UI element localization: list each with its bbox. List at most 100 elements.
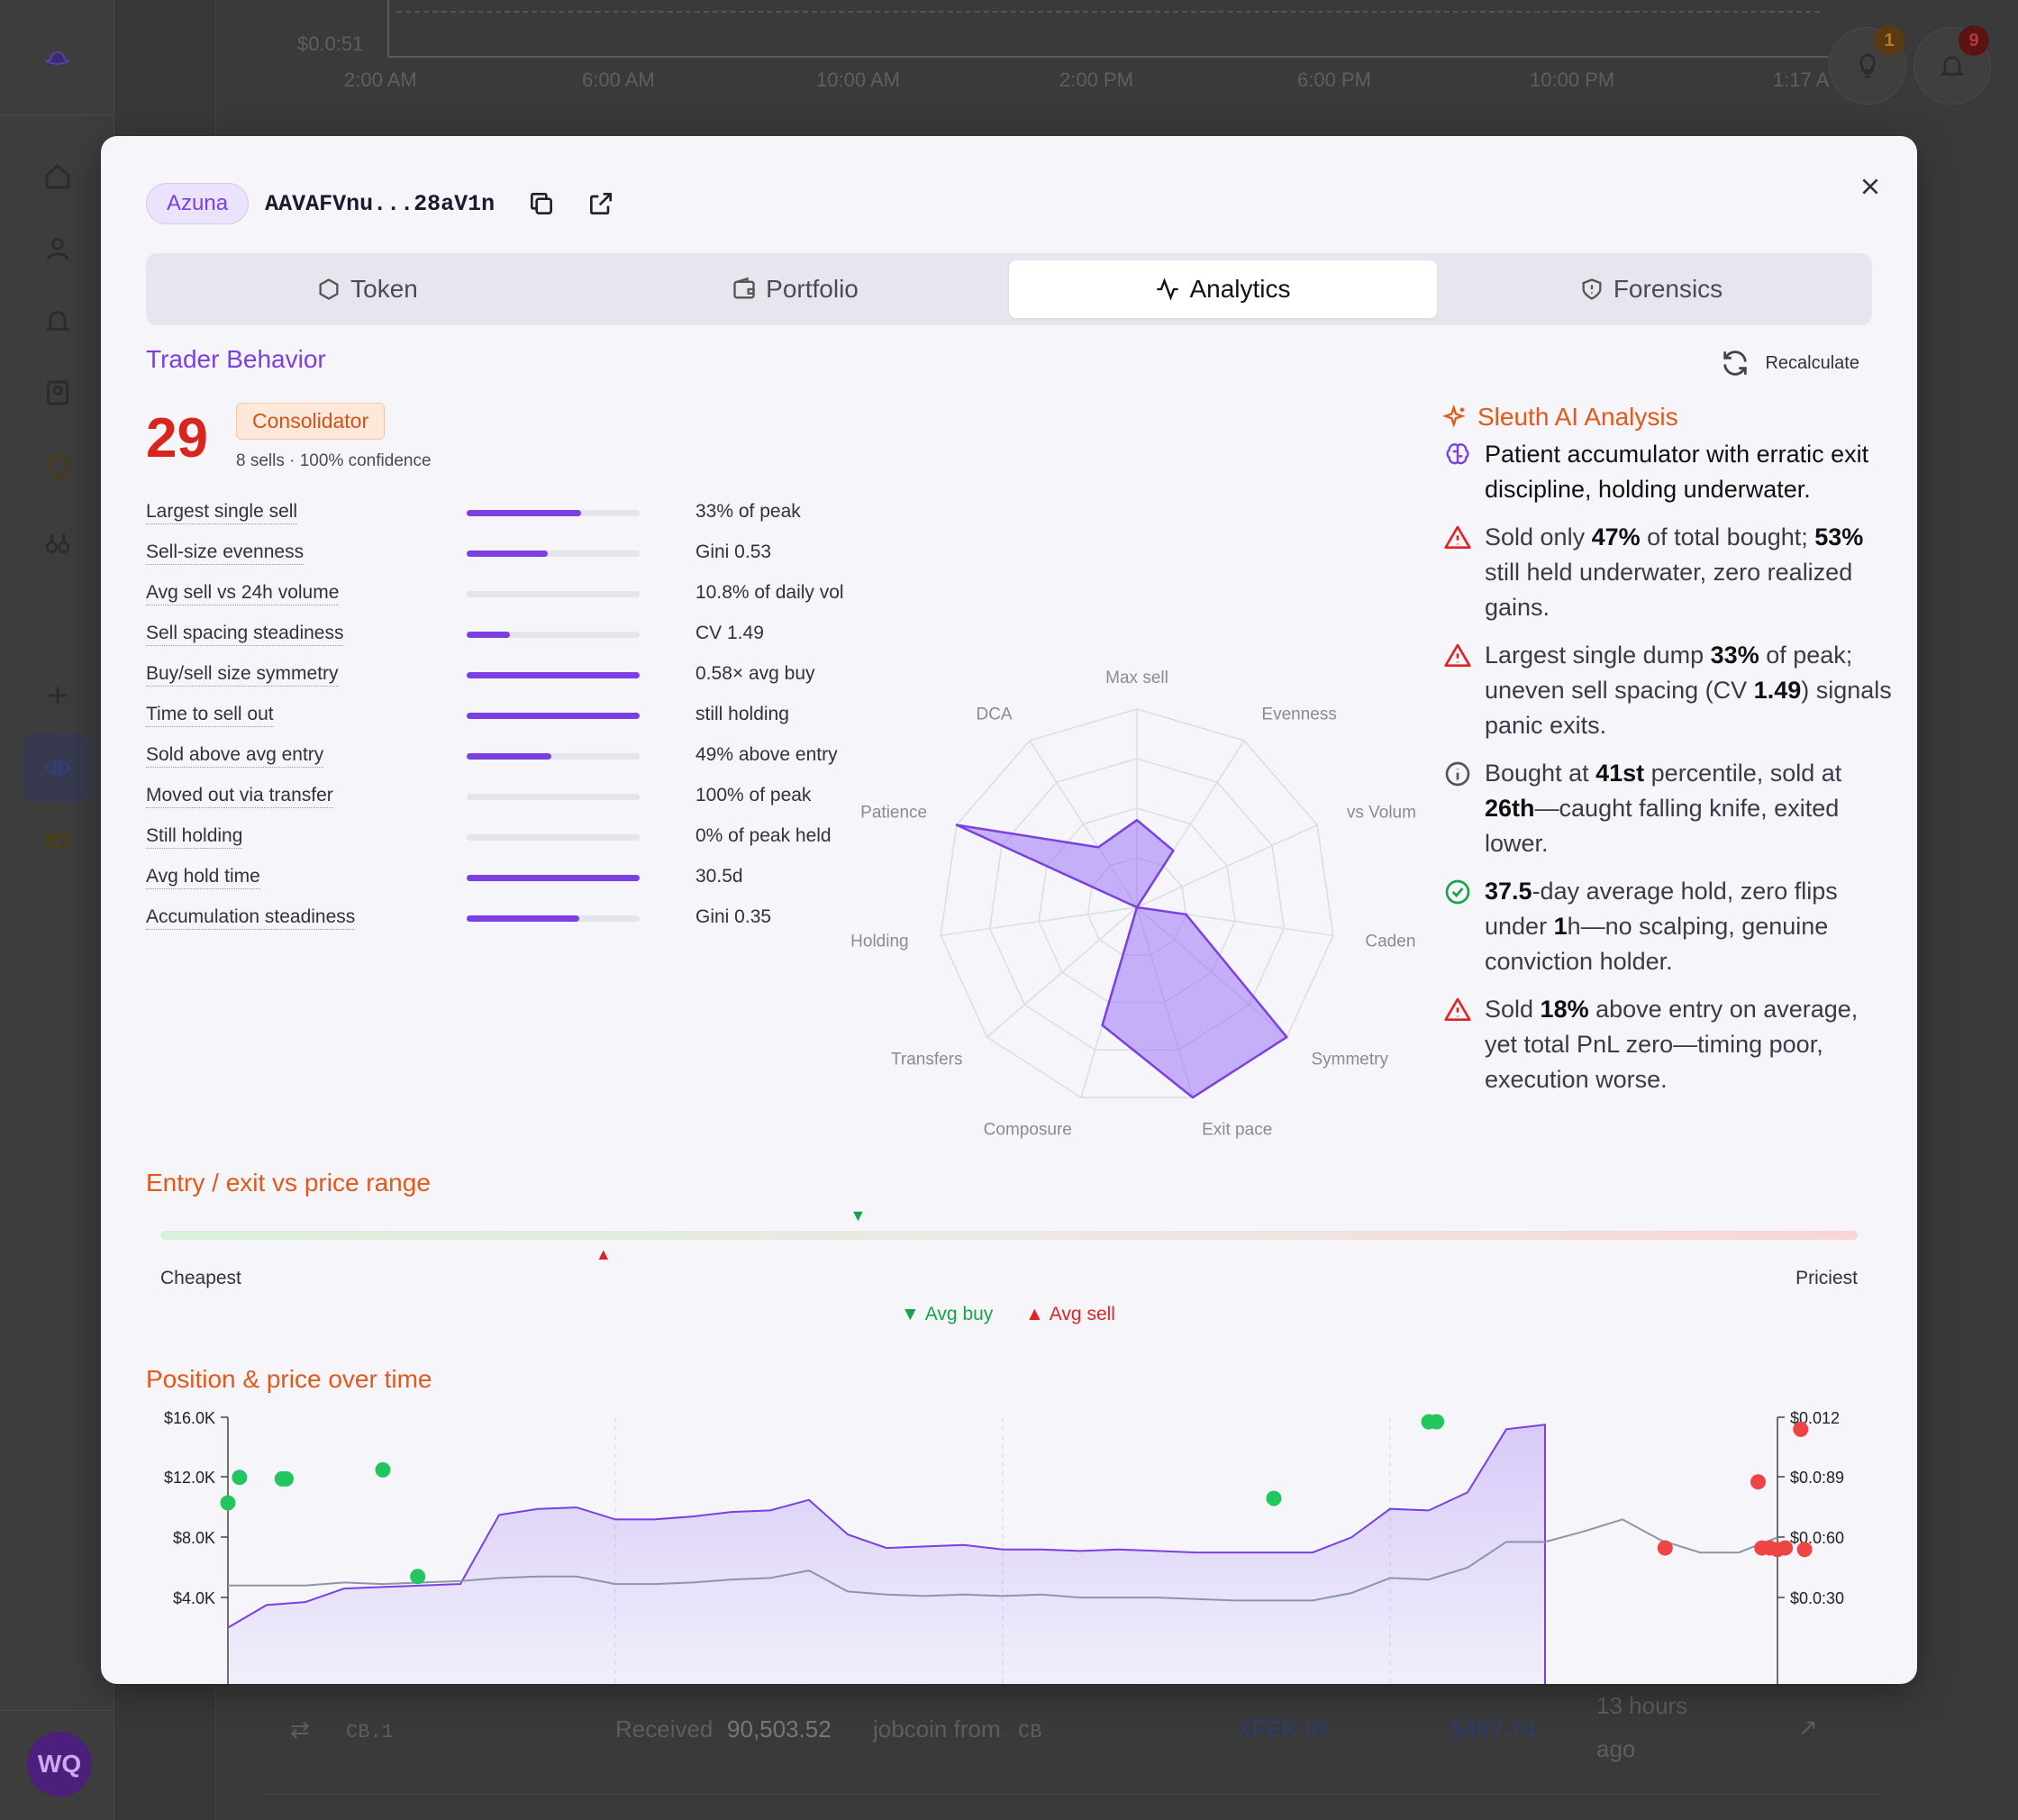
tab-analytics[interactable]: Analytics xyxy=(1009,260,1437,318)
buy-trade-dot[interactable] xyxy=(375,1461,391,1478)
buy-trade-dot[interactable] xyxy=(410,1569,426,1585)
radar-series-area xyxy=(955,818,1288,1099)
y-right-tick-label: $0.0:30 xyxy=(1790,1589,1844,1607)
buy-trade-dot[interactable] xyxy=(1429,1414,1445,1430)
metric-label[interactable]: Avg hold time xyxy=(146,865,260,889)
recalculate-button[interactable]: Recalculate xyxy=(1720,348,1859,378)
position-price-chart: $16.0K$12.0K$8.0K$4.0K$0.012$0.0:89$0.0:… xyxy=(164,1409,1844,1684)
radar-axis-label: DCA xyxy=(976,705,1012,724)
binoculars-icon[interactable] xyxy=(40,524,76,560)
bell-icon[interactable] xyxy=(40,303,76,339)
metric-bar-fill xyxy=(467,632,510,638)
row-symbol: CB.1 xyxy=(346,1721,394,1743)
close-icon xyxy=(1862,178,1878,195)
external-link-icon[interactable] xyxy=(583,186,619,222)
radar-axis-label: Holding xyxy=(850,932,908,951)
metric-value: still holding xyxy=(695,704,789,724)
sell-trade-dot[interactable] xyxy=(1777,1540,1794,1556)
position-area xyxy=(228,1424,1545,1684)
radar-spoke xyxy=(1029,740,1138,908)
y-left-tick-label: $4.0K xyxy=(173,1589,215,1607)
metric-label[interactable]: Buy/sell size symmetry xyxy=(146,662,339,687)
legend-label: Avg buy xyxy=(924,1304,994,1324)
tab-forensics[interactable]: Forensics xyxy=(1437,260,1865,318)
radar-grid-ring xyxy=(940,708,1334,1098)
metric-bar xyxy=(467,713,640,719)
hat-logo-icon[interactable] xyxy=(40,40,76,76)
y-left-tick-label: $8.0K xyxy=(173,1529,215,1547)
ai-insight: Sold 18% above entry on average, yet tot… xyxy=(1443,992,1894,1097)
radar-grid-ring xyxy=(988,758,1286,1051)
warning-icon xyxy=(1444,643,1471,667)
buy-trade-dot[interactable] xyxy=(232,1470,248,1486)
tab-label: Analytics xyxy=(1189,275,1291,303)
activity-icon xyxy=(1157,278,1179,301)
range-title: Entry / exit vs price range xyxy=(146,1169,431,1197)
radar-spoke xyxy=(941,906,1138,937)
avg-sell-marker: ▲ xyxy=(595,1245,612,1263)
metric-value: 0% of peak held xyxy=(695,825,832,846)
avatar[interactable]: WQ xyxy=(27,1732,92,1797)
contacts-icon[interactable] xyxy=(40,375,76,411)
metric-label[interactable]: Sold above avg entry xyxy=(146,743,324,768)
behavior-radar-chart: Max sell Evenness vs Volume Cadence Symmetry… xyxy=(850,669,1416,1140)
crown-icon[interactable] xyxy=(40,822,76,858)
metric-bar-fill xyxy=(467,875,640,881)
close-button[interactable] xyxy=(1852,168,1888,205)
legend-triangle-icon: ▲ xyxy=(1025,1304,1044,1324)
metric-label[interactable]: Sell-size evenness xyxy=(146,541,305,565)
archetype-badge: Consolidator xyxy=(236,403,386,440)
buy-trade-dot[interactable] xyxy=(278,1470,294,1487)
buy-trade-dot[interactable] xyxy=(220,1495,236,1511)
range-left-label: Cheapest xyxy=(160,1268,241,1288)
metric-label[interactable]: Avg sell vs 24h volume xyxy=(146,581,340,605)
metric-value: 0.58× avg buy xyxy=(695,663,815,684)
ai-insight-text: 37.5-day average hold, zero flips under … xyxy=(1485,878,1838,975)
ai-title-text: Sleuth AI Analysis xyxy=(1477,403,1678,431)
eye-icon[interactable] xyxy=(40,750,76,786)
price-range-track xyxy=(160,1231,1858,1240)
buy-trade-dot[interactable] xyxy=(1266,1490,1282,1506)
radar-axis-label: Composure xyxy=(984,1121,1072,1140)
sell-trade-dot[interactable] xyxy=(1793,1421,1809,1437)
copy-icon[interactable] xyxy=(523,186,559,222)
sidebar-divider xyxy=(0,1710,114,1711)
background-chart-line xyxy=(396,11,1820,13)
ai-insights: Sold only 47% of total bought; 53% still… xyxy=(1443,520,1894,1097)
radar-grid-ring xyxy=(1038,807,1236,1004)
background-axis-tick: 6:00 AM xyxy=(582,68,655,91)
shield-check-icon[interactable] xyxy=(40,449,76,485)
metric-bar-fill xyxy=(467,510,581,516)
tab-token[interactable]: Token xyxy=(153,260,581,318)
lightbulb-icon xyxy=(1859,53,1876,78)
user-icon[interactable] xyxy=(40,231,76,267)
external-link-icon[interactable]: ↗ xyxy=(1798,1714,1818,1741)
metric-label[interactable]: Sell spacing steadiness xyxy=(146,622,344,646)
metric-row: Time to sell out still holding xyxy=(146,703,867,730)
legend-label: Avg sell xyxy=(1049,1304,1115,1324)
metric-label[interactable]: Still holding xyxy=(146,824,243,849)
metric-label[interactable]: Time to sell out xyxy=(146,703,274,727)
home-icon[interactable] xyxy=(40,159,76,195)
sell-trade-dot[interactable] xyxy=(1657,1540,1673,1556)
radar-axis-label: Evenness xyxy=(1261,705,1336,724)
metric-value: CV 1.49 xyxy=(695,623,764,643)
tab-portfolio[interactable]: Portfolio xyxy=(581,260,1009,318)
radar-axis-label: Symmetry xyxy=(1311,1051,1388,1069)
metric-value: 49% above entry xyxy=(695,744,838,765)
sell-trade-dot[interactable] xyxy=(1796,1542,1813,1558)
metric-row: Avg sell vs 24h volume 10.8% of daily vol xyxy=(146,581,867,608)
metric-label[interactable]: Accumulation steadiness xyxy=(146,905,356,930)
row-desc-suffix: jobcoin from xyxy=(873,1715,1001,1743)
notification-badge: 1 xyxy=(1874,25,1904,56)
sell-trade-dot[interactable] xyxy=(1750,1474,1766,1490)
metric-bar-fill xyxy=(467,551,549,557)
metric-label[interactable]: Moved out via transfer xyxy=(146,784,333,808)
table-row[interactable]: ⇄ CB.1 Received 90,503.52 jobcoin from C… xyxy=(261,1678,1883,1795)
check-circle-icon xyxy=(1445,879,1470,905)
plus-icon[interactable] xyxy=(40,678,76,714)
info-icon xyxy=(1445,761,1470,787)
range-right-label: Priciest xyxy=(1795,1268,1858,1288)
metric-bar xyxy=(467,875,640,881)
metric-label[interactable]: Largest single sell xyxy=(146,500,298,524)
